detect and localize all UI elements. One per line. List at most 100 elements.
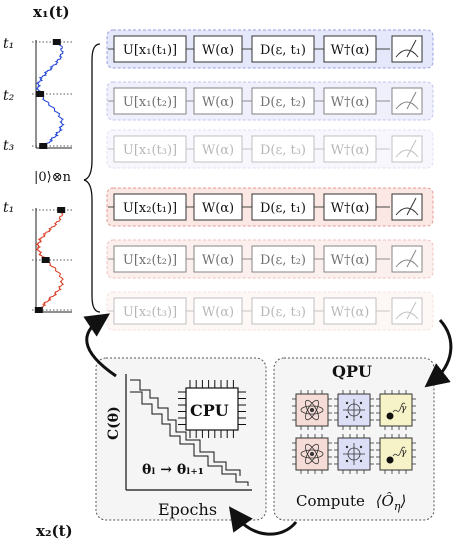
observable-subscript: η — [393, 500, 401, 513]
lattice-dot — [359, 415, 363, 419]
lattice-chip-icon — [334, 434, 374, 474]
photon-dot — [386, 412, 394, 420]
sample-marker — [57, 207, 66, 213]
gate-label: U[x₂(t₂)] — [123, 253, 177, 268]
gate-box — [113, 35, 187, 63]
photon-chip-icon: γ — [376, 390, 416, 430]
gate-box — [323, 245, 377, 273]
gate-label: W†(α) — [331, 95, 370, 110]
gate-box — [251, 35, 315, 63]
gate-label: W†(α) — [331, 201, 370, 216]
gate-box — [323, 87, 377, 115]
atom-orbit — [305, 443, 319, 465]
atom-orbit — [300, 405, 324, 415]
measurement-icon — [391, 245, 423, 273]
lattice-dot — [345, 459, 349, 463]
observable-bracket: ⟩ — [400, 492, 407, 510]
meter-needle — [406, 91, 417, 110]
gate-box — [193, 87, 243, 115]
circuit-row: U[x₁(t₁)] W(α) D(ε, t₁) W†(α) — [106, 29, 434, 69]
epochs-axis-label: Epochs — [158, 500, 218, 519]
meter-needle — [406, 249, 417, 268]
observable-label: ⟨Ôη⟩ — [376, 492, 407, 513]
gate-box — [323, 297, 377, 325]
atom-orbit — [305, 399, 319, 421]
gate-label: W(α) — [202, 305, 234, 320]
lattice-chip-icon — [334, 390, 374, 430]
gate-label: W(α) — [202, 143, 234, 158]
lattice-dot — [345, 401, 349, 405]
atom-orbit — [305, 399, 319, 421]
circuit-row-frame — [106, 129, 434, 169]
measurement-icon — [391, 297, 423, 325]
atom-orbit — [300, 449, 324, 459]
gate-label: U[x₁(t₂)] — [123, 95, 177, 110]
meter-needle — [406, 39, 417, 58]
gate-label: U[x₂(t₃)] — [123, 305, 177, 320]
cpu-chip-label: CPU — [190, 401, 229, 420]
meter-arc — [395, 101, 419, 110]
gate-label: D(ε, t₂) — [260, 95, 306, 110]
sample-marker — [34, 307, 43, 313]
gate-label: D(ε, t₁) — [260, 43, 306, 58]
compute-label: Compute ⟨Ôη⟩ — [296, 492, 406, 513]
measurement-icon — [391, 193, 423, 221]
circuit-row: U[x₂(t₃)] W(α) D(ε, t₃) W†(α) — [106, 291, 434, 331]
gate-label: U[x₂(t₁)] — [123, 201, 177, 216]
x2-signal-plot — [32, 207, 72, 313]
gate-box — [323, 193, 377, 221]
lattice-dot — [345, 415, 349, 419]
measurement-icon — [391, 87, 423, 115]
lattice-dot — [359, 459, 363, 463]
gate-label: D(ε, t₃) — [260, 143, 306, 158]
gate-box — [113, 297, 187, 325]
gate-label: U[x₁(t₁)] — [123, 43, 177, 58]
x1-signal-plot — [32, 39, 72, 149]
circuit-row: U[x₁(t₃)] W(α) D(ε, t₃) W†(α) — [106, 129, 434, 169]
t3-label: t₃ — [3, 138, 15, 154]
gate-box — [113, 193, 187, 221]
meter-arc — [395, 207, 419, 216]
gate-box — [251, 87, 315, 115]
sample-marker — [41, 257, 50, 263]
photon-gamma: γ — [401, 404, 407, 414]
gate-box — [251, 135, 315, 163]
circuit-row: U[x₂(t₂)] W(α) D(ε, t₂) W†(α) — [106, 239, 434, 279]
gate-label: W(α) — [202, 43, 234, 58]
x1-label: x₁(t) — [33, 3, 70, 21]
cpu-chip-body — [185, 387, 239, 431]
arrow-cpu-to-circuits — [83, 313, 117, 378]
loss-curve — [130, 391, 249, 486]
meter-arc — [395, 49, 419, 58]
gate-box — [193, 245, 243, 273]
atom-orbit — [305, 443, 319, 465]
gate-box — [113, 245, 187, 273]
curly-brace — [83, 43, 101, 313]
meter-arc — [395, 259, 419, 268]
gate-label: D(ε, t₃) — [260, 305, 306, 320]
photon-gamma: γ — [401, 448, 407, 458]
gate-box — [251, 193, 315, 221]
photon-wave — [392, 446, 406, 457]
gate-label: W(α) — [202, 201, 234, 216]
gate-label: W(α) — [202, 95, 234, 110]
lattice-dot — [345, 445, 349, 449]
atom-nucleus — [310, 452, 314, 456]
sample-marker — [39, 143, 48, 149]
cost-axis-label: C(θ) — [106, 406, 122, 440]
t2-label: t₂ — [3, 88, 15, 104]
atom-chip-icon — [292, 434, 332, 474]
qpu-title: QPU — [332, 362, 372, 381]
gate-label: U[x₁(t₃)] — [123, 143, 177, 158]
atom-nucleus — [310, 408, 314, 412]
measurement-icon — [391, 35, 423, 63]
atom-chip-icon — [292, 390, 332, 430]
gate-box — [193, 297, 243, 325]
compute-panels: γγ — [83, 313, 453, 536]
arrow-circuits-to-qpu — [424, 318, 453, 388]
sample-marker — [36, 91, 45, 97]
x2-label: x₂(t) — [36, 522, 73, 540]
meter-arc — [395, 311, 419, 320]
cpu-chip-icon — [178, 380, 246, 438]
